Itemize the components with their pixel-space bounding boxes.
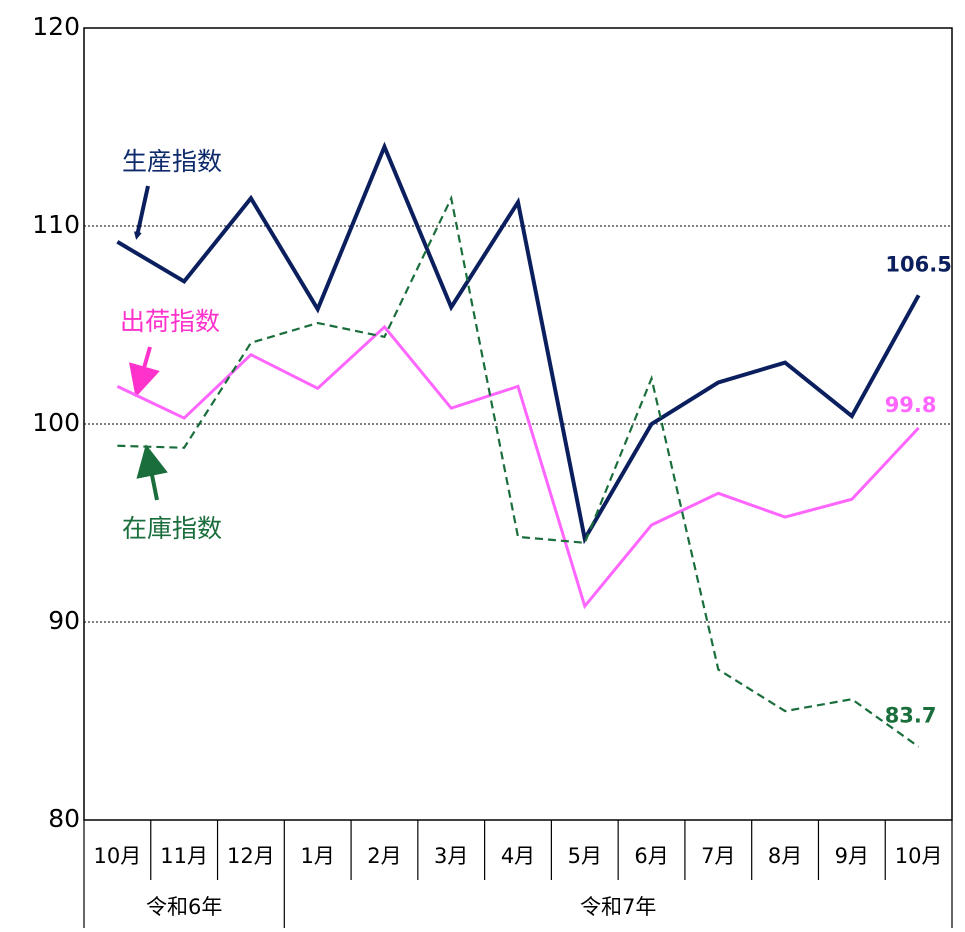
series-line bbox=[116, 324, 920, 610]
x-tick-label: 11月 bbox=[160, 844, 208, 868]
data-label: 106.5 bbox=[885, 252, 951, 276]
annotation-arrow bbox=[136, 444, 168, 501]
y-tick-label: 110 bbox=[32, 210, 80, 239]
x-tick-label: 2月 bbox=[367, 844, 401, 868]
x-tick-label: 9月 bbox=[835, 844, 869, 868]
series-line bbox=[116, 141, 921, 545]
x-tick-label: 10月 bbox=[895, 844, 943, 868]
x-tick-label: 5月 bbox=[568, 844, 602, 868]
x-tick-label: 3月 bbox=[434, 844, 468, 868]
x-tick-label: 7月 bbox=[701, 844, 735, 868]
data-label: 83.7 bbox=[885, 704, 937, 728]
series-name-label: 在庫指数 bbox=[122, 514, 222, 543]
y-tick-label: 90 bbox=[48, 606, 80, 635]
annotation-arrow bbox=[129, 346, 160, 398]
series-line bbox=[117, 194, 920, 748]
x-tick-label: 4月 bbox=[501, 844, 535, 868]
series-name-label: 出荷指数 bbox=[120, 307, 220, 336]
x-tick-label: 10月 bbox=[94, 844, 142, 868]
series-name-label: 生産指数 bbox=[122, 147, 222, 176]
y-tick-label: 120 bbox=[32, 12, 80, 41]
annotation-arrow bbox=[133, 185, 150, 240]
data-label: 99.8 bbox=[885, 393, 937, 417]
y-tick-label: 80 bbox=[48, 804, 80, 833]
x-tick-label: 12月 bbox=[227, 844, 275, 868]
category-group-label: 令和7年 bbox=[580, 895, 656, 919]
x-tick-label: 1月 bbox=[301, 844, 335, 868]
x-tick-label: 8月 bbox=[768, 844, 802, 868]
plot-border bbox=[83, 27, 953, 821]
y-tick-label: 100 bbox=[32, 408, 80, 437]
category-group-label: 令和6年 bbox=[146, 895, 222, 919]
x-tick-label: 6月 bbox=[634, 844, 668, 868]
